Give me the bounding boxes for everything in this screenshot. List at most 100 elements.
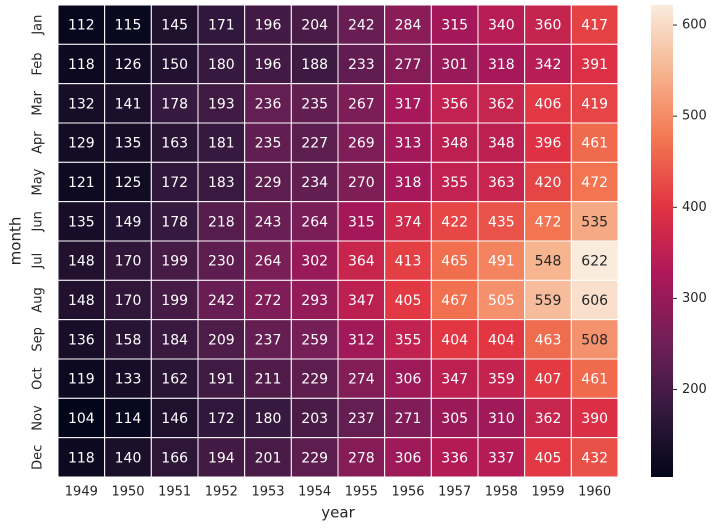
heatmap-cell xyxy=(524,397,572,439)
heatmap-cell xyxy=(197,201,246,242)
heatmap-cell xyxy=(524,358,572,399)
cell-label: 196 xyxy=(255,18,282,34)
heatmap-cell xyxy=(337,83,386,124)
cell-label: 170 xyxy=(115,254,142,270)
heatmap-cell xyxy=(150,319,199,360)
cell-label: 193 xyxy=(208,96,235,112)
cell-label: 218 xyxy=(208,214,235,230)
cell-label: 465 xyxy=(441,254,468,270)
cell-label: 178 xyxy=(161,96,188,112)
cell-label: 284 xyxy=(395,18,422,34)
cell-label: 230 xyxy=(208,254,235,270)
heatmap-cell xyxy=(57,319,106,360)
cell-label: 203 xyxy=(301,411,328,427)
cell-label: 363 xyxy=(488,175,515,191)
heatmap-cell xyxy=(197,122,246,163)
cell-label: 199 xyxy=(161,254,188,270)
heatmap-cell xyxy=(57,240,106,281)
heatmap-cell xyxy=(150,279,199,321)
heatmap-cell xyxy=(290,161,339,203)
heatmap-cell xyxy=(290,43,339,85)
cell-label: 150 xyxy=(161,57,188,73)
heatmap-cell xyxy=(524,43,572,85)
colorbar-tick-label: 300 xyxy=(682,291,707,306)
y-tick-label: Mar xyxy=(31,90,46,115)
cell-label: 201 xyxy=(255,450,282,466)
x-tick-label: 1959 xyxy=(531,485,564,500)
heatmap-cell xyxy=(104,161,152,203)
heatmap-cell xyxy=(477,240,526,281)
heatmap-cell xyxy=(477,358,526,399)
heatmap-cell xyxy=(197,43,246,85)
cell-label: 362 xyxy=(488,96,515,112)
cell-label: 302 xyxy=(301,254,328,270)
heatmap-cell xyxy=(430,122,479,163)
cell-label: 306 xyxy=(395,372,422,388)
cell-label: 306 xyxy=(395,450,422,466)
heatmap-cell xyxy=(430,240,479,281)
heatmap-cell xyxy=(244,161,292,203)
y-axis-label: month xyxy=(7,217,25,266)
cell-label: 274 xyxy=(348,372,375,388)
heatmap-cell xyxy=(570,83,619,124)
cell-label: 171 xyxy=(208,18,235,34)
cell-label: 508 xyxy=(581,332,608,348)
y-tick-label: Apr xyxy=(31,131,46,154)
cell-label: 337 xyxy=(488,450,515,466)
heatmap-cell xyxy=(570,437,619,478)
heatmap-cell xyxy=(477,122,526,163)
cell-label: 432 xyxy=(581,450,608,466)
cell-label: 362 xyxy=(535,411,562,427)
heatmap-cell xyxy=(570,397,619,439)
cell-label: 264 xyxy=(301,214,328,230)
heatmap-cell xyxy=(430,397,479,439)
y-tick-label: May xyxy=(31,168,46,195)
cell-label: 149 xyxy=(115,214,142,230)
cell-label: 188 xyxy=(301,57,328,73)
colorbar-tick-label: 600 xyxy=(682,18,707,33)
cell-label: 234 xyxy=(301,175,328,191)
colorbar-tick-label: 500 xyxy=(682,109,707,124)
cell-label: 135 xyxy=(68,214,95,230)
cell-label: 243 xyxy=(255,214,282,230)
cell-label: 548 xyxy=(535,254,562,270)
x-tick-label: 1950 xyxy=(111,485,144,500)
y-tick-label: Jun xyxy=(31,211,46,232)
heatmap-cell xyxy=(244,279,292,321)
heatmap-cell xyxy=(477,4,526,45)
cell-label: 118 xyxy=(68,450,95,466)
x-tick-label: 1956 xyxy=(391,485,424,500)
cell-label: 181 xyxy=(208,136,235,152)
cell-label: 170 xyxy=(115,293,142,309)
heatmap-cell xyxy=(524,122,572,163)
cell-label: 140 xyxy=(115,450,142,466)
heatmap-cell xyxy=(337,358,386,399)
cell-label: 405 xyxy=(535,450,562,466)
cell-label: 196 xyxy=(255,57,282,73)
cell-label: 141 xyxy=(115,96,142,112)
heatmap-cell xyxy=(57,161,106,203)
cell-label: 211 xyxy=(255,372,282,388)
heatmap-cell xyxy=(337,437,386,478)
cell-label: 166 xyxy=(161,450,188,466)
cell-label: 413 xyxy=(395,254,422,270)
cell-label: 559 xyxy=(535,293,562,309)
heatmap-cell xyxy=(570,201,619,242)
heatmap-cell xyxy=(57,201,106,242)
cell-label: 342 xyxy=(535,57,562,73)
cell-label: 135 xyxy=(115,136,142,152)
heatmap-cell xyxy=(570,122,619,163)
cell-label: 622 xyxy=(581,254,608,270)
heatmap-cell xyxy=(197,279,246,321)
heatmap-cell xyxy=(337,43,386,85)
heatmap-cell xyxy=(337,201,386,242)
cell-label: 355 xyxy=(441,175,468,191)
cell-label: 472 xyxy=(535,214,562,230)
cell-label: 407 xyxy=(535,372,562,388)
heatmap-cell xyxy=(337,161,386,203)
heatmap-cell xyxy=(337,122,386,163)
cell-label: 118 xyxy=(68,57,95,73)
heatmap-cell xyxy=(570,279,619,321)
cell-label: 301 xyxy=(441,57,468,73)
cell-label: 364 xyxy=(348,254,375,270)
